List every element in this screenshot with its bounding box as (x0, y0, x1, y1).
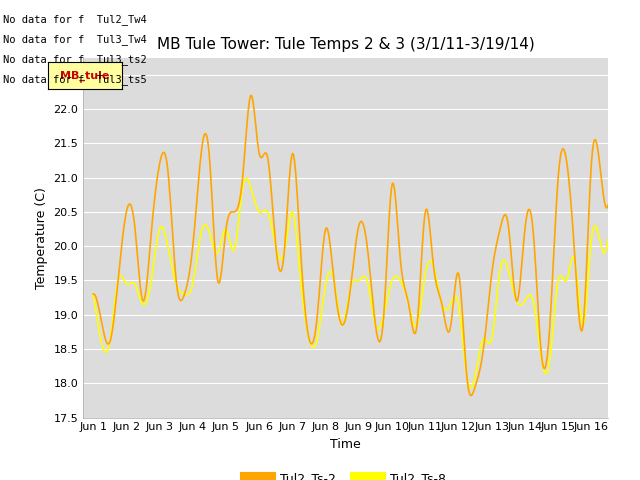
Title: MB Tule Tower: Tule Temps 2 & 3 (3/1/11-3/19/14): MB Tule Tower: Tule Temps 2 & 3 (3/1/11-… (157, 37, 534, 52)
X-axis label: Time: Time (330, 438, 361, 451)
Legend: Tul2_Ts-2, Tul2_Ts-8: Tul2_Ts-2, Tul2_Ts-8 (240, 467, 451, 480)
Text: No data for f  Tul2_Tw4: No data for f Tul2_Tw4 (3, 13, 147, 24)
Y-axis label: Temperature (C): Temperature (C) (35, 187, 48, 288)
Text: No data for f  Tul3_ts2: No data for f Tul3_ts2 (3, 54, 147, 65)
Text: No data for f  Tul3_Tw4: No data for f Tul3_Tw4 (3, 34, 147, 45)
Text: No data for f  Tul3_ts5: No data for f Tul3_ts5 (3, 74, 147, 85)
Text: MB_tule: MB_tule (60, 71, 109, 81)
